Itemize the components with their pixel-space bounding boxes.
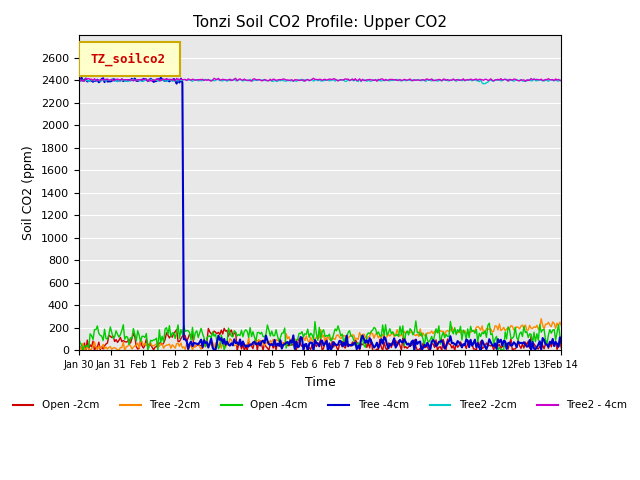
Tree2 -2cm xyxy=(75,76,83,82)
Y-axis label: Soil CO2 (ppm): Soil CO2 (ppm) xyxy=(22,145,35,240)
Tree -4cm xyxy=(349,342,356,348)
Title: Tonzi Soil CO2 Profile: Upper CO2: Tonzi Soil CO2 Profile: Upper CO2 xyxy=(193,15,447,30)
Tree2 - 4cm xyxy=(349,76,356,82)
Open -2cm xyxy=(82,348,90,353)
Open -4cm xyxy=(347,333,355,339)
Tree -2cm xyxy=(557,323,565,328)
Open -2cm xyxy=(478,346,486,351)
Line: Tree2 -2cm: Tree2 -2cm xyxy=(79,79,561,84)
Open -4cm xyxy=(220,347,228,353)
Open -4cm xyxy=(472,327,480,333)
Tree2 - 4cm xyxy=(144,79,152,84)
Open -2cm xyxy=(349,339,356,345)
FancyBboxPatch shape xyxy=(79,42,180,76)
X-axis label: Time: Time xyxy=(305,376,335,389)
Tree -4cm xyxy=(304,348,312,353)
Tree2 - 4cm xyxy=(557,78,565,84)
Tree -2cm xyxy=(77,348,85,353)
Open -2cm xyxy=(557,345,565,351)
Open -4cm xyxy=(75,334,83,340)
Tree -4cm xyxy=(472,344,480,350)
Tree -4cm xyxy=(77,75,85,81)
Tree2 -2cm xyxy=(81,78,88,84)
Legend: Open -2cm, Tree -2cm, Open -4cm, Tree -4cm, Tree2 -2cm, Tree2 - 4cm: Open -2cm, Tree -2cm, Open -4cm, Tree -4… xyxy=(8,396,632,415)
Tree -2cm xyxy=(75,345,83,351)
Tree2 - 4cm xyxy=(81,78,88,84)
Open -4cm xyxy=(557,340,565,346)
Tree2 -2cm xyxy=(181,77,189,83)
Line: Tree2 - 4cm: Tree2 - 4cm xyxy=(79,78,561,82)
Line: Tree -2cm: Tree -2cm xyxy=(79,319,561,350)
Open -4cm xyxy=(183,328,191,334)
Tree -4cm xyxy=(557,340,565,346)
Tree2 -2cm xyxy=(470,77,477,83)
Tree2 -2cm xyxy=(530,76,538,82)
Tree -4cm xyxy=(183,338,191,344)
Tree -2cm xyxy=(82,346,90,352)
Tree2 - 4cm xyxy=(183,78,191,84)
Tree2 - 4cm xyxy=(220,77,228,83)
Tree2 -2cm xyxy=(476,79,483,84)
Tree -4cm xyxy=(220,336,228,342)
Tree2 - 4cm xyxy=(310,75,317,81)
Tree -2cm xyxy=(347,333,355,338)
Tree2 - 4cm xyxy=(478,77,486,83)
Tree -4cm xyxy=(82,76,90,82)
Open -2cm xyxy=(220,325,228,331)
Tree2 -2cm xyxy=(346,78,353,84)
Line: Tree -4cm: Tree -4cm xyxy=(79,78,561,350)
Tree -4cm xyxy=(478,337,486,343)
Line: Open -2cm: Open -2cm xyxy=(79,328,561,350)
Open -2cm xyxy=(75,337,83,343)
Line: Open -4cm: Open -4cm xyxy=(79,321,561,350)
Open -2cm xyxy=(472,348,480,353)
Open -4cm xyxy=(79,347,87,353)
Text: TZ_soilco2: TZ_soilco2 xyxy=(91,52,166,66)
Open -2cm xyxy=(183,338,191,344)
Tree -2cm xyxy=(538,316,545,322)
Tree -4cm xyxy=(75,77,83,83)
Tree -2cm xyxy=(471,328,479,334)
Tree -2cm xyxy=(220,341,228,347)
Open -2cm xyxy=(81,340,88,346)
Tree2 -2cm xyxy=(219,78,227,84)
Open -4cm xyxy=(412,318,420,324)
Tree2 - 4cm xyxy=(75,77,83,83)
Open -2cm xyxy=(222,328,230,334)
Open -4cm xyxy=(82,344,90,349)
Tree -2cm xyxy=(183,340,191,346)
Tree -2cm xyxy=(477,327,484,333)
Tree2 - 4cm xyxy=(472,76,480,82)
Tree2 -2cm xyxy=(480,81,488,87)
Tree2 -2cm xyxy=(557,78,565,84)
Open -4cm xyxy=(478,329,486,335)
